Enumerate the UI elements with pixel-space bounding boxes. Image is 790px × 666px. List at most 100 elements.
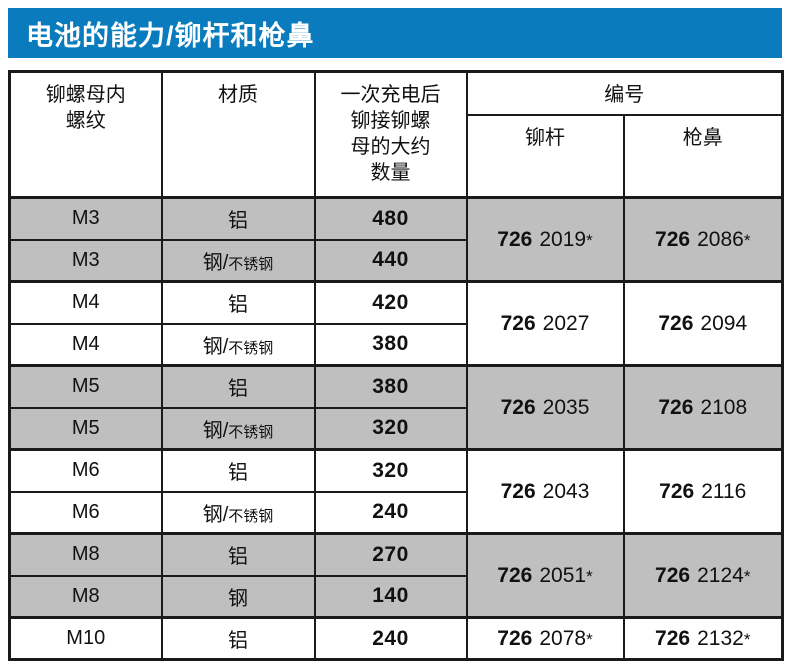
cell-quantity: 380 xyxy=(313,364,468,409)
header-quantity: 一次充电后 铆接铆螺 母的大约 数量 xyxy=(313,70,468,199)
cell-gun-nose-number: 726 2124* xyxy=(622,532,784,619)
table-row: M3 钢/不锈钢 440 xyxy=(8,238,783,283)
part-code: 2043 xyxy=(542,479,590,503)
part-code: 2124 xyxy=(697,563,744,587)
part-prefix: 726 xyxy=(497,563,533,587)
material-sub: 不锈钢 xyxy=(228,339,274,357)
part-code: 2094 xyxy=(700,311,748,335)
cell-thread: M5 xyxy=(8,364,163,409)
material-main: 铝 xyxy=(228,546,248,569)
cell-gun-nose-number: 726 2108 xyxy=(622,364,784,451)
part-code: 2078 xyxy=(539,626,587,650)
part-prefix: 726 xyxy=(497,626,533,650)
part-star: * xyxy=(743,566,751,586)
part-code: 2132 xyxy=(697,626,744,650)
cell-material: 钢/不锈钢 xyxy=(160,238,316,283)
cell-rivet-rod-number: 726 2051* xyxy=(465,532,625,619)
battery-capacity-table: 铆螺母内 螺纹 材质 一次充电后 铆接铆螺 母的大约 数量 编号 铆杆 枪鼻 M… xyxy=(8,70,784,661)
cell-quantity: 240 xyxy=(313,616,468,661)
table-row: M5 铝 380 726 2035 726 2108 xyxy=(8,364,784,451)
cell-quantity: 270 xyxy=(313,532,468,577)
cell-material: 铝 xyxy=(160,364,316,409)
table-row: M3 铝 480 726 2019* 726 2086* xyxy=(8,196,784,283)
cell-rivet-rod-number: 726 2078* xyxy=(465,616,625,661)
material-main: 钢/ xyxy=(202,335,229,358)
part-code: 2108 xyxy=(700,395,748,419)
cell-rivet-rod-number: 726 2027 xyxy=(465,280,625,367)
material-main: 铝 xyxy=(228,294,248,317)
part-star: * xyxy=(586,230,593,250)
table-row: M6 钢/不锈钢 240 xyxy=(8,490,783,535)
material-sub: 不锈钢 xyxy=(228,423,274,441)
material-main: 铝 xyxy=(228,630,248,652)
table-row: M5 钢/不锈钢 320 xyxy=(8,406,783,451)
cell-material: 铝 xyxy=(160,196,316,241)
cell-thread: M8 xyxy=(8,532,163,577)
cell-material: 钢/不锈钢 xyxy=(160,322,316,367)
table-row: M4 铝 420 726 2027 726 2094 xyxy=(8,280,784,367)
material-main: 钢/ xyxy=(202,503,229,526)
cell-quantity: 380 xyxy=(313,322,468,367)
part-prefix: 726 xyxy=(655,563,691,587)
header-row-2: 铆杆 枪鼻 xyxy=(10,113,784,199)
table-row: M8 钢 140 xyxy=(8,574,783,619)
cell-material: 铝 xyxy=(160,616,316,661)
cell-rivet-rod-number: 726 2019* xyxy=(465,196,625,283)
cell-material: 钢 xyxy=(160,574,316,619)
part-prefix: 726 xyxy=(655,227,691,251)
part-star: * xyxy=(743,230,751,250)
part-code: 2027 xyxy=(542,311,590,335)
cell-thread: M6 xyxy=(8,490,163,535)
part-prefix: 726 xyxy=(659,479,695,503)
part-star: * xyxy=(586,566,593,586)
header-rivet-rod: 铆杆 xyxy=(465,113,625,199)
part-code: 2116 xyxy=(701,479,747,503)
material-main: 铝 xyxy=(228,462,248,485)
part-star: * xyxy=(586,629,593,649)
cell-gun-nose-number: 726 2116 xyxy=(622,448,784,535)
title-bar: 电池的能力/铆杆和枪鼻 xyxy=(8,8,782,58)
cell-material: 铝 xyxy=(160,448,316,493)
cell-thread: M3 xyxy=(8,238,163,283)
cell-rivet-rod-number: 726 2043 xyxy=(465,448,625,535)
cell-gun-nose-number: 726 2086* xyxy=(622,196,784,283)
material-main: 钢/ xyxy=(202,419,229,442)
material-sub: 不锈钢 xyxy=(228,255,274,273)
material-sub: 不锈钢 xyxy=(228,507,274,525)
header-thread: 铆螺母内 螺纹 xyxy=(8,70,163,199)
cell-material: 钢/不锈钢 xyxy=(160,490,316,535)
table-row: M6 铝 320 726 2043 726 2116 xyxy=(8,448,784,535)
header-row-1: 铆螺母内 螺纹 材质 一次充电后 铆接铆螺 母的大约 数量 编号 xyxy=(8,70,784,199)
part-prefix: 726 xyxy=(658,395,694,419)
cell-thread: M5 xyxy=(8,406,163,451)
cell-quantity: 320 xyxy=(313,448,468,493)
cell-rivet-rod-number: 726 2035 xyxy=(465,364,625,451)
table-row: M8 铝 270 726 2051* 726 2124* xyxy=(8,532,784,619)
cell-thread: M10 xyxy=(8,616,163,661)
cell-thread: M6 xyxy=(8,448,163,493)
material-main: 铝 xyxy=(228,378,248,401)
part-prefix: 726 xyxy=(500,311,536,335)
material-main: 铝 xyxy=(228,210,248,233)
cell-quantity: 480 xyxy=(313,196,468,241)
part-code: 2019 xyxy=(539,227,587,251)
cell-material: 铝 xyxy=(160,280,316,325)
table-row: M4 钢/不锈钢 380 xyxy=(8,322,783,367)
cell-material: 铝 xyxy=(160,532,316,577)
part-prefix: 726 xyxy=(500,395,536,419)
part-prefix: 726 xyxy=(655,626,691,650)
part-code: 2051 xyxy=(539,563,587,587)
material-main: 钢 xyxy=(228,587,248,610)
cell-gun-nose-number: 726 2132* xyxy=(622,616,784,661)
cell-quantity: 440 xyxy=(313,238,468,283)
page-title: 电池的能力/铆杆和枪鼻 xyxy=(26,20,315,51)
header-gun-nose: 枪鼻 xyxy=(622,113,784,199)
cell-thread: M4 xyxy=(8,322,163,367)
part-star: * xyxy=(743,629,751,649)
cell-gun-nose-number: 726 2094 xyxy=(622,280,784,367)
cell-thread: M4 xyxy=(8,280,163,325)
cell-material: 钢/不锈钢 xyxy=(160,406,316,451)
part-code: 2035 xyxy=(542,395,590,419)
cell-thread: M8 xyxy=(8,574,163,619)
cell-quantity: 420 xyxy=(313,280,468,325)
